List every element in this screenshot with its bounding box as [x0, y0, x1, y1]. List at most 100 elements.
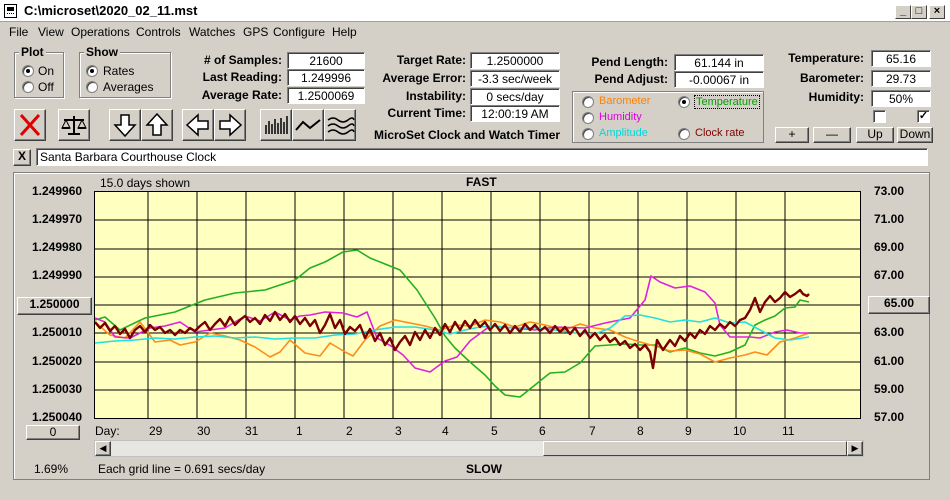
average-error-field: -3.3 sec/week [470, 70, 560, 87]
show-averages-radio[interactable] [86, 81, 98, 93]
close-window-button[interactable]: × [929, 5, 945, 19]
horizontal-scrollbar[interactable]: ◀ ▶ [94, 440, 864, 457]
app-icon[interactable] [4, 4, 17, 18]
plot-on-radio[interactable] [22, 65, 34, 77]
arrow-up-icon [145, 112, 169, 136]
day-tick: 10 [733, 424, 747, 438]
day-tick: 30 [197, 424, 211, 438]
temperature-radio[interactable] [678, 96, 690, 108]
close-clock-button[interactable]: X [13, 149, 31, 166]
humidity-option-label: Humidity [599, 111, 642, 123]
plot-group-label: Plot [19, 45, 46, 59]
menu-file[interactable]: File [9, 25, 29, 39]
average-rate-label: Average Rate: [201, 88, 282, 102]
scroll-left-button[interactable] [182, 109, 214, 141]
scroll-right-arrow-icon[interactable]: ▶ [847, 441, 863, 456]
menu-operations[interactable]: Operations [71, 25, 130, 39]
day-tick: 9 [685, 424, 692, 438]
right-axis-tick: 61.00 [874, 354, 905, 368]
clock-rate-radio[interactable] [678, 128, 690, 140]
barometer-field: 29.73 [871, 70, 931, 87]
scroll-left-arrow-icon[interactable]: ◀ [95, 441, 111, 456]
scale-up-button[interactable]: Up [856, 127, 894, 143]
left-axis-tick: 1.249980 [32, 240, 83, 254]
last-reading-field: 1.249996 [287, 69, 365, 86]
samples-field: 21600 [287, 52, 365, 69]
minimize-button[interactable]: _ [895, 5, 911, 19]
scale-plus-button[interactable]: + [775, 127, 809, 143]
option-checkbox-2[interactable]: ✓ [917, 110, 930, 123]
target-rate-field[interactable]: 1.2500000 [470, 52, 560, 69]
sensor-select-group [572, 91, 764, 143]
show-group [79, 52, 171, 98]
plot-off-radio[interactable] [22, 81, 34, 93]
barometer-radio[interactable] [582, 96, 594, 108]
day-tick: 29 [149, 424, 163, 438]
slow-label: SLOW [466, 462, 502, 476]
barometer-series-line [95, 319, 810, 363]
right-axis-tick: 63.00 [874, 325, 905, 339]
left-bottom-button[interactable]: 0 [26, 425, 80, 440]
humidity-field: 50% [871, 90, 931, 107]
scale-down-button[interactable]: Down [897, 127, 933, 143]
day-tick: 2 [346, 424, 353, 438]
instability-label: Instability: [405, 89, 466, 103]
maximize-button[interactable]: □ [911, 5, 927, 19]
menu-watches[interactable]: Watches [189, 25, 236, 39]
scroll-down-button[interactable] [109, 109, 141, 141]
right-axis-tick: 67.00 [874, 268, 905, 282]
left-center-rate-button[interactable]: 1.250000 [17, 297, 92, 315]
temperature-option-label: Temperature [694, 95, 760, 109]
red-x-icon [19, 113, 41, 137]
days-shown-label: 15.0 days shown [100, 176, 191, 190]
show-rates-label: Rates [103, 64, 135, 78]
line-graph-button[interactable] [292, 109, 324, 141]
scale-minus-button[interactable]: — [813, 127, 851, 143]
menu-configure[interactable]: Configure [273, 25, 326, 39]
menu-help[interactable]: Help [332, 25, 357, 39]
show-rates-radio[interactable] [86, 65, 98, 77]
day-tick: 11 [782, 424, 795, 438]
samples-label: # of Samples: [203, 53, 282, 67]
menu-view[interactable]: View [38, 25, 64, 39]
average-rate-field: 1.2500069 [287, 87, 365, 104]
left-axis-tick: 1.250040 [32, 410, 83, 424]
graph-canvas [95, 192, 860, 418]
wave-icon [327, 117, 355, 135]
day-tick: 5 [491, 424, 498, 438]
day-tick: 8 [637, 424, 644, 438]
balance-button[interactable] [58, 109, 90, 141]
option-checkbox-1[interactable] [873, 110, 886, 123]
amplitude-radio[interactable] [582, 128, 594, 140]
day-tick: 4 [442, 424, 449, 438]
scroll-up-button[interactable] [141, 109, 173, 141]
pend-length-field[interactable]: 61.144 in [674, 54, 764, 71]
clock-name-field[interactable]: Santa Barbara Courthouse Clock [36, 148, 928, 166]
pend-adjust-label: Pend Adjust: [594, 72, 668, 86]
clear-button[interactable] [14, 109, 46, 141]
right-center-temp-button[interactable]: 65.00 [868, 296, 930, 314]
current-time-field: 12:00:19 AM [470, 105, 560, 122]
line-graph-icon [295, 119, 321, 131]
day-tick: 7 [589, 424, 596, 438]
right-axis-tick: 59.00 [874, 382, 905, 396]
pend-length-label: Pend Length: [591, 55, 668, 69]
wave-graph-button[interactable] [324, 109, 356, 141]
right-axis-tick: 57.00 [874, 410, 905, 424]
menu-gps[interactable]: GPS [243, 25, 269, 39]
plot-off-label: Off [38, 80, 54, 94]
window-title: C:\microset\2020_02_11.mst [24, 3, 198, 18]
scroll-right-button[interactable] [214, 109, 246, 141]
app-title: MicroSet Clock and Watch Timer [374, 128, 561, 142]
barometer-option-label: Barometer [599, 95, 651, 107]
menu-controls[interactable]: Controls [136, 25, 181, 39]
scrollbar-thumb[interactable] [543, 441, 847, 456]
temperature-label: Temperature: [788, 51, 864, 65]
instability-field: 0 secs/day [470, 88, 560, 105]
plot-area [94, 191, 861, 419]
bar-graph-button[interactable] [260, 109, 292, 141]
humidity-radio[interactable] [582, 112, 594, 124]
show-averages-label: Averages [103, 80, 154, 94]
menu-bar: File View Operations Controls Watches GP… [0, 22, 950, 42]
fast-label: FAST [466, 175, 497, 189]
